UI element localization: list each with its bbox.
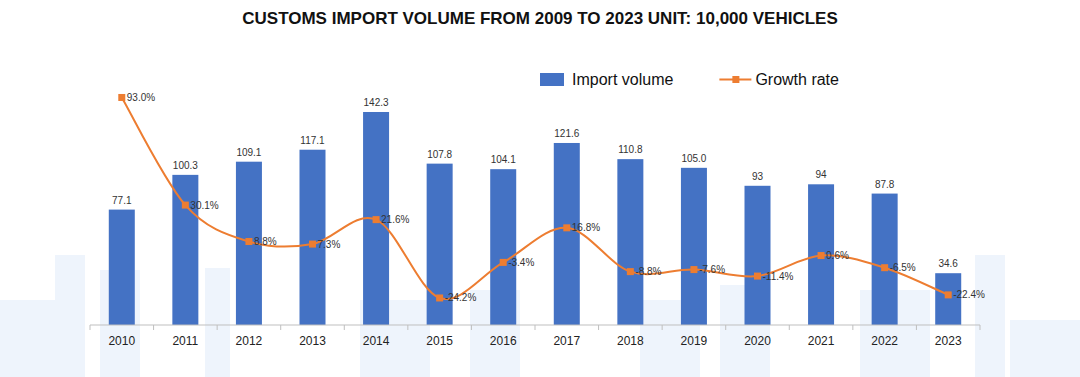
x-tick <box>789 325 790 330</box>
line-marker <box>627 268 634 275</box>
x-tick <box>598 325 599 330</box>
line-marker <box>182 202 189 209</box>
building <box>975 255 1005 377</box>
line-label: 30.1% <box>190 200 218 211</box>
line-marker <box>881 264 888 271</box>
line-marker <box>245 238 252 245</box>
building <box>55 255 85 377</box>
line-label: -6.5% <box>890 262 916 273</box>
line-label: -7.6% <box>699 264 725 275</box>
x-tick <box>217 325 218 330</box>
x-tick <box>407 325 408 330</box>
bar-label: 142.3 <box>364 97 389 108</box>
title: CUSTOMS IMPORT VOLUME FROM 2009 TO 2023 … <box>242 9 837 28</box>
line-label: -11.4% <box>763 271 794 282</box>
bar <box>745 186 771 325</box>
line-label: 93.0% <box>127 92 155 103</box>
x-tick-label: 2012 <box>236 334 263 348</box>
line-label: 21.6% <box>381 214 409 225</box>
x-tick-label: 2010 <box>108 334 135 348</box>
x-tick-label: 2014 <box>363 334 390 348</box>
x-tick-label: 2023 <box>935 334 962 348</box>
line-marker <box>500 259 507 266</box>
x-tick-label: 2019 <box>681 334 708 348</box>
bar <box>109 210 135 325</box>
x-tick <box>535 325 536 330</box>
data-labels: 77.1 100.3 109.1 117.1 142.3 107.8 104.1 121.6 1… <box>112 92 985 303</box>
line-marker <box>690 266 697 273</box>
bar-label: 93 <box>752 171 764 182</box>
bar-label: 105.0 <box>681 153 706 164</box>
x-tick <box>852 325 853 330</box>
line-marker <box>945 291 952 298</box>
bar <box>300 150 326 325</box>
plot-marks <box>109 94 961 325</box>
legend-swatch <box>540 73 564 86</box>
x-tick-label: 2021 <box>808 334 835 348</box>
bar <box>681 168 707 325</box>
x-tick <box>90 325 91 330</box>
building <box>0 300 60 377</box>
x-tick-label: 2017 <box>553 334 580 348</box>
bar <box>554 143 580 325</box>
bar-label: 87.8 <box>875 179 895 190</box>
x-tick-label: 2016 <box>490 334 517 348</box>
line-marker <box>309 241 316 248</box>
x-tick <box>153 325 154 330</box>
bar-label: 94 <box>816 169 828 180</box>
bar <box>872 194 898 325</box>
x-tick <box>280 325 281 330</box>
x-tick-label: 2018 <box>617 334 644 348</box>
line-marker <box>754 273 761 280</box>
line-label: -3.4% <box>508 257 534 268</box>
x-tick <box>916 325 917 330</box>
line-label: -22.4% <box>953 289 985 300</box>
legend-swatch-marker <box>732 76 739 83</box>
line-marker <box>373 216 380 223</box>
bar <box>172 175 198 325</box>
legend-label: Growth rate <box>755 71 839 88</box>
legend: Import volume Growth rate <box>540 71 839 88</box>
x-tick <box>344 325 345 330</box>
x-tick-label: 2015 <box>426 334 453 348</box>
bar <box>490 169 516 325</box>
bar-label: 104.1 <box>491 154 516 165</box>
line-label: 0.6% <box>826 250 849 261</box>
line-marker <box>818 252 825 259</box>
line-label: 8.8% <box>254 236 277 247</box>
bar-label: 110.8 <box>618 144 643 155</box>
x-tick-label: 2013 <box>299 334 326 348</box>
bar-label: 121.6 <box>554 128 579 139</box>
building <box>205 268 230 377</box>
bar-label: 77.1 <box>112 195 132 206</box>
x-tick <box>725 325 726 330</box>
x-tick-label: 2011 <box>172 334 198 348</box>
background-decoration <box>0 255 1080 377</box>
legend-label: Import volume <box>572 71 673 88</box>
building <box>1010 320 1080 377</box>
line-marker <box>436 294 443 301</box>
line-label: 16.8% <box>572 222 600 233</box>
bar <box>617 159 643 325</box>
line-marker <box>563 224 570 231</box>
x-tick-label: 2022 <box>871 334 898 348</box>
bar-label: 100.3 <box>173 160 198 171</box>
bar-label: 109.1 <box>236 147 261 158</box>
chart: CUSTOMS IMPORT VOLUME FROM 2009 TO 2023 … <box>0 0 1080 377</box>
line-label: -24.2% <box>445 292 477 303</box>
line-label: 7.3% <box>318 239 341 250</box>
line-label: -8.8% <box>635 266 661 277</box>
bar-label: 107.8 <box>427 149 452 160</box>
growth-line <box>122 97 948 299</box>
x-tick <box>471 325 472 330</box>
line-marker <box>118 94 125 101</box>
bar-label: 117.1 <box>300 135 325 146</box>
x-tick <box>980 325 981 330</box>
x-tick <box>662 325 663 330</box>
x-tick-label: 2020 <box>744 334 771 348</box>
bar-label: 34.6 <box>938 258 958 269</box>
